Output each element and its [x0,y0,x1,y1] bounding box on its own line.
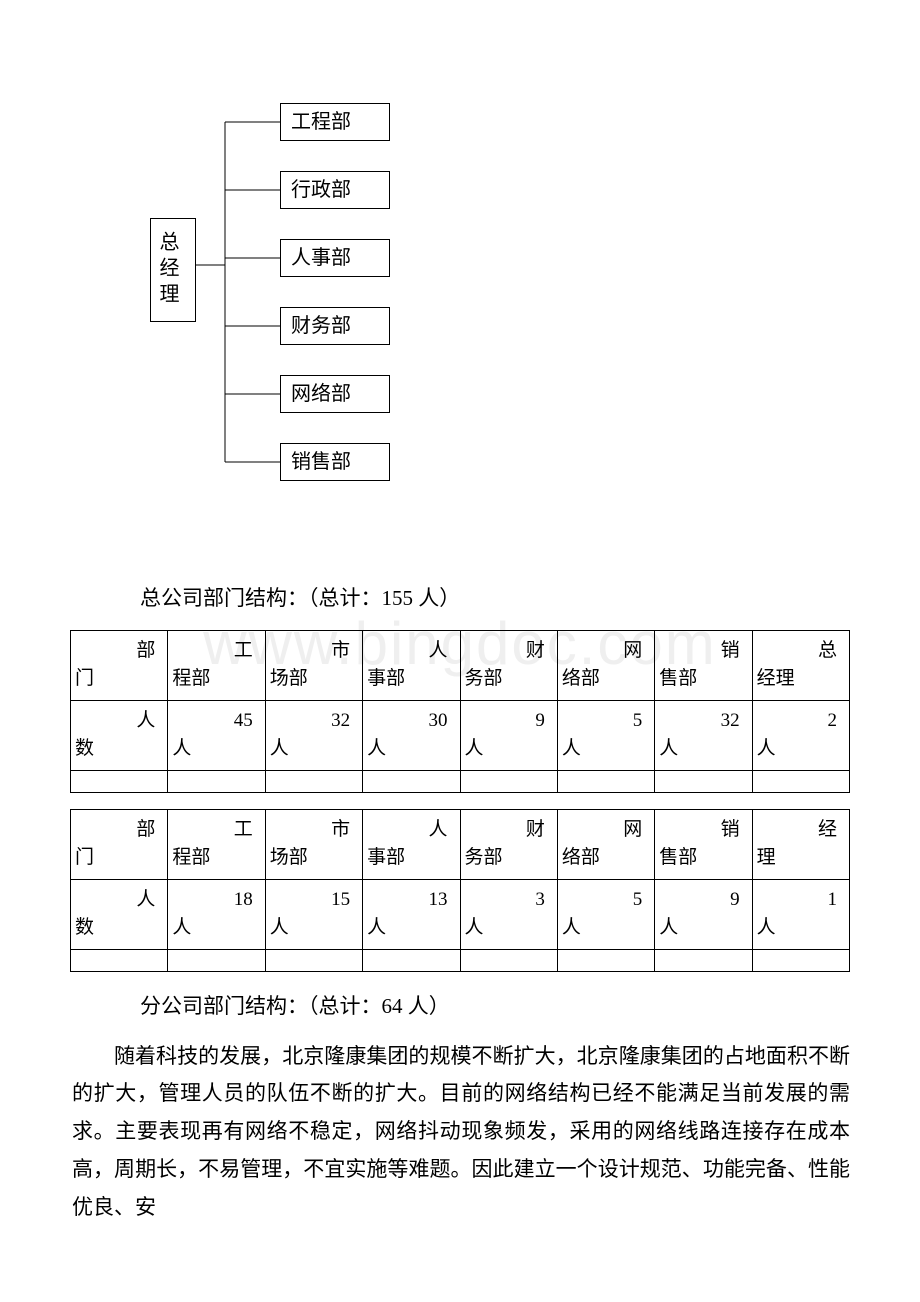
table-cell: 3人 [460,879,557,949]
table-cell: 销售部 [655,809,752,879]
org-dept-box: 工程部 [280,103,390,141]
org-dept-box: 行政部 [280,171,390,209]
table-row: 人数 45人 32人 30人 9人 5人 32人 2人 [71,700,850,770]
org-dept-box: 人事部 [280,239,390,277]
table-row: 部门 工程部 市场部 人事部 财务部 网络部 销售部 总经理 [71,630,850,700]
table-cell: 15人 [265,879,362,949]
table-cell: 部门 [71,809,168,879]
table-cell: 销售部 [655,630,752,700]
table-cell: 32人 [655,700,752,770]
table-cell: 财务部 [460,630,557,700]
table1-title: 总公司部门结构：（总计：155 人） [140,580,850,618]
table-cell: 45人 [168,700,265,770]
table-row [71,770,850,792]
table-cell: 人数 [71,879,168,949]
table-cell: 2人 [752,700,849,770]
table-row: 部门 工程部 市场部 人事部 财务部 网络部 销售部 经理 [71,809,850,879]
table-cell: 32人 [265,700,362,770]
table-hq: 部门 工程部 市场部 人事部 财务部 网络部 销售部 总经理 人数 45人 32… [70,630,850,793]
table-row: 人数 18人 15人 13人 3人 5人 9人 1人 [71,879,850,949]
table-cell: 5人 [557,700,654,770]
org-chart: 总经理 工程部 行政部 人事部 财务部 网络部 销售部 [150,100,850,500]
table-cell: 市场部 [265,630,362,700]
table-cell: 网络部 [557,809,654,879]
table-cell: 1人 [752,879,849,949]
org-root-box: 总经理 [150,218,196,322]
org-dept-box: 销售部 [280,443,390,481]
table-cell: 财务部 [460,809,557,879]
table-cell: 18人 [168,879,265,949]
table-cell: 13人 [363,879,460,949]
body-paragraph: 随着科技的发展，北京隆康集团的规模不断扩大，北京隆康集团的占地面积不断的扩大，管… [72,1038,850,1227]
table-cell: 工程部 [168,630,265,700]
table-cell: 部门 [71,630,168,700]
table-cell: 30人 [363,700,460,770]
table-cell: 工程部 [168,809,265,879]
table-cell: 网络部 [557,630,654,700]
table-cell: 经理 [752,809,849,879]
table-cell: 5人 [557,879,654,949]
org-chart-lines [150,100,550,500]
table-cell: 总经理 [752,630,849,700]
table-cell: 市场部 [265,809,362,879]
org-dept-box: 财务部 [280,307,390,345]
table-cell: 9人 [655,879,752,949]
table-cell: 人数 [71,700,168,770]
table-row [71,949,850,971]
table-cell: 人事部 [363,630,460,700]
org-dept-box: 网络部 [280,375,390,413]
table-cell: 9人 [460,700,557,770]
table-cell: 人事部 [363,809,460,879]
table-branch: 部门 工程部 市场部 人事部 财务部 网络部 销售部 经理 人数 18人 15人… [70,809,850,972]
table2-caption: 分公司部门结构：（总计：64 人） [140,988,850,1026]
